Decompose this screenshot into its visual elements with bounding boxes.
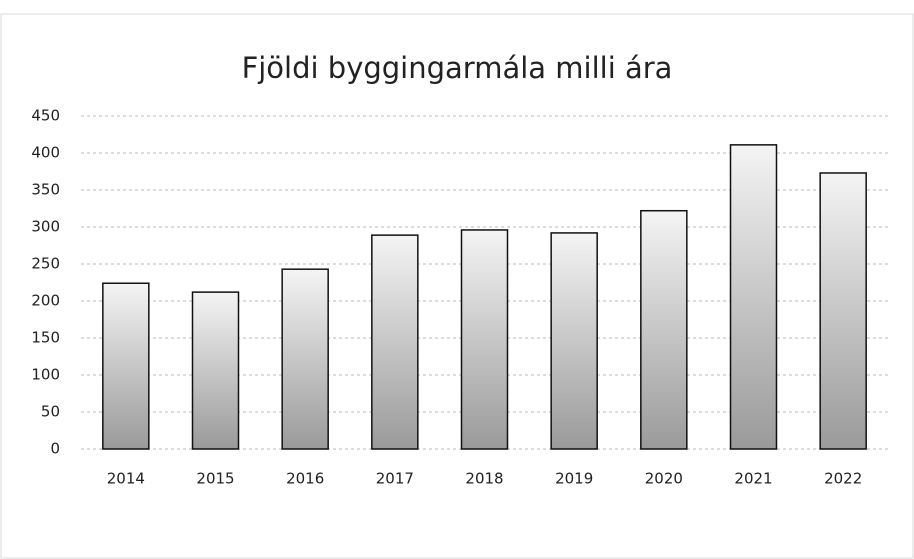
y-tick-label: 250 (31, 255, 60, 273)
y-tick-label: 150 (31, 329, 60, 347)
x-tick-label: 2015 (196, 470, 234, 488)
y-tick-label: 450 (31, 107, 60, 125)
y-tick-label: 50 (41, 403, 60, 421)
x-tick-label: 2019 (555, 470, 593, 488)
bar (281, 268, 329, 450)
x-tick-label: 2020 (645, 470, 683, 488)
x-tick-label: 2017 (376, 470, 414, 488)
y-tick-label: 350 (31, 181, 60, 199)
x-tick-label: 2014 (107, 470, 145, 488)
x-tick-label: 2021 (734, 470, 772, 488)
y-tick-label: 400 (31, 144, 60, 162)
chart-border (0, 13, 914, 559)
bar (550, 232, 598, 450)
chart-title: Fjöldi byggingarmála milli ára (242, 51, 673, 85)
y-tick-label: 200 (31, 292, 60, 310)
x-tick-label: 2016 (286, 470, 324, 488)
bar (729, 144, 778, 450)
bar (460, 229, 509, 450)
bar (640, 209, 688, 450)
y-tick-label: 100 (31, 366, 60, 384)
y-tick-label: 300 (31, 218, 60, 236)
y-tick-label: 0 (50, 440, 60, 458)
bar (102, 282, 150, 450)
x-tick-label: 2018 (465, 470, 503, 488)
bar (819, 172, 867, 450)
bar (371, 234, 419, 450)
bar (191, 291, 240, 450)
x-tick-label: 2022 (824, 470, 862, 488)
